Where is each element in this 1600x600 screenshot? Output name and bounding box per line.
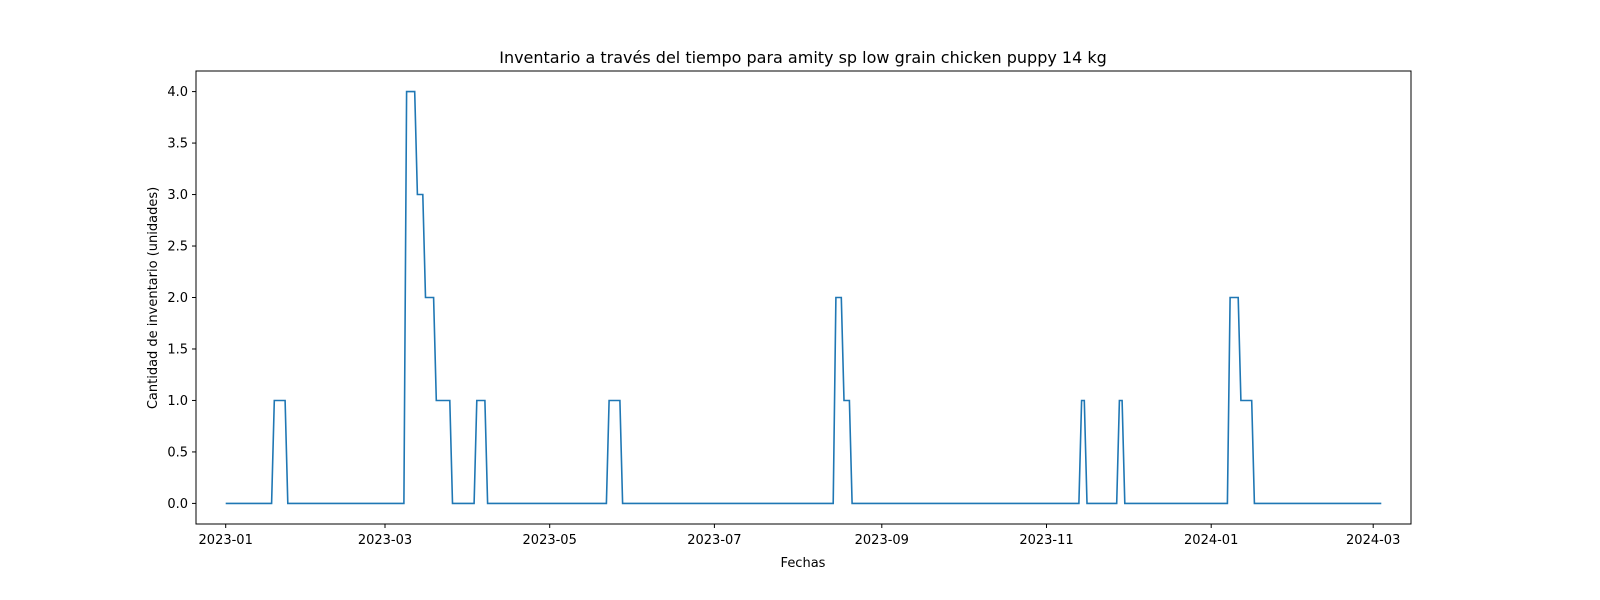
y-axis: 0.0 0.5 1.0 1.5 2.0 2.5 3.0 3.5 4.0 [167,85,196,512]
x-tick-label: 2024-01 [1184,533,1238,548]
x-tick-label: 2023-07 [687,533,741,548]
y-axis-title: Cantidad de inventario (unidades) [146,187,161,409]
x-tick-label: 2023-01 [199,533,253,548]
y-tick-label: 2.0 [167,291,188,306]
y-tick-label: 1.0 [167,394,188,409]
plot-area [225,90,1382,505]
y-tick-label: 1.5 [167,342,188,357]
y-tick-label: 2.5 [167,240,188,255]
y-tick-label: 0.0 [167,497,188,512]
x-tick-label: 2023-09 [855,533,909,548]
y-tick-label: 0.5 [167,445,188,460]
y-tick-label: 3.0 [167,188,188,203]
chart-title: Inventario a través del tiempo para amit… [499,48,1107,67]
x-tick-label: 2023-03 [358,533,412,548]
plot-frame [195,70,1412,525]
x-tick-label: 2024-03 [1346,533,1400,548]
x-axis: 2023-01 2023-03 2023-05 2023-07 2023-09 2023-… [199,524,1400,548]
series-line-0 [225,90,1382,505]
y-tick-label: 3.5 [167,137,188,152]
x-axis-title: Fechas [781,556,826,571]
x-tick-label: 2023-11 [1019,533,1073,548]
x-tick-label: 2023-05 [523,533,577,548]
y-tick-label: 4.0 [167,85,188,100]
